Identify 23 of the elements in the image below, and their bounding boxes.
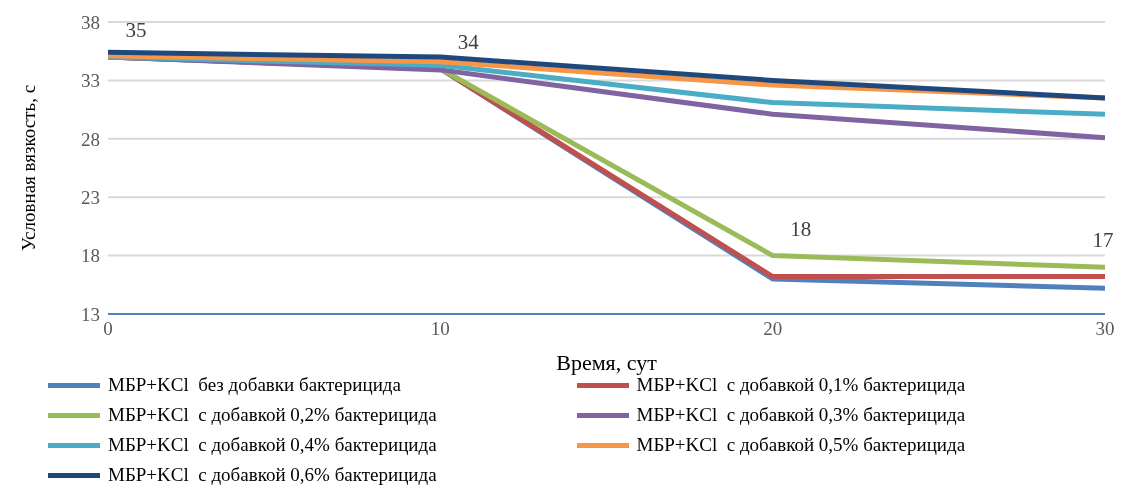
y-tick-label: 18 xyxy=(81,245,100,267)
x-tick-label: 20 xyxy=(763,318,783,340)
legend-label: МБР+KCl без добавки бактерицида xyxy=(108,374,401,396)
legend-label: МБР+KCl с добавкой 0,3% бактерицида xyxy=(636,404,966,426)
data-label: 18 xyxy=(790,216,812,241)
legend-label: МБР+KCl с добавкой 0,5% бактерицида xyxy=(636,434,966,456)
x-axis-title: Время, сут xyxy=(556,350,658,375)
data-label: 34 xyxy=(457,29,480,54)
data-label: 17 xyxy=(1092,228,1114,253)
y-tick-label: 28 xyxy=(81,128,100,150)
y-tick-label: 38 xyxy=(81,11,100,33)
x-tick-label: 30 xyxy=(1095,318,1115,340)
legend-label: МБР+KCl с добавкой 0,1% бактерицида xyxy=(636,374,966,396)
y-tick-label: 23 xyxy=(81,186,100,208)
data-label: 35 xyxy=(125,18,147,43)
legend-label: МБР+KCl с добавкой 0,6% бактерицида xyxy=(108,464,437,486)
y-axis-title: Условная вязкость, с xyxy=(17,84,39,252)
legend-label: МБР+KCl с добавкой 0,4% бактерицида xyxy=(108,434,437,456)
legend-label: МБР+KCl с добавкой 0,2% бактерицида xyxy=(108,404,437,426)
x-tick-label: 10 xyxy=(430,318,450,340)
x-tick-label: 0 xyxy=(103,318,113,340)
y-tick-label: 33 xyxy=(81,70,100,92)
y-tick-label: 13 xyxy=(81,303,100,325)
